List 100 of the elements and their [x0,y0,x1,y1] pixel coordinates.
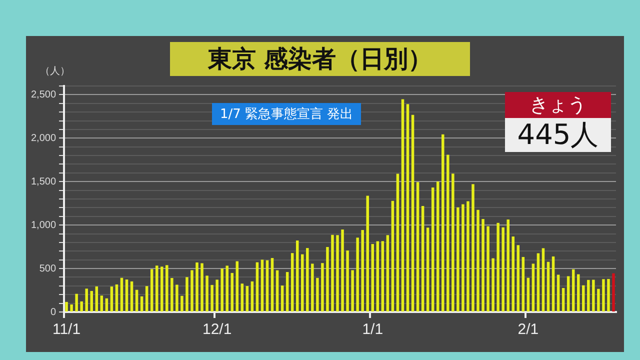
bar [270,258,274,312]
bar [200,263,204,312]
bar [506,220,510,312]
bar [532,264,535,312]
bar [526,278,530,312]
bar [150,269,154,312]
bar [130,281,134,312]
bar [426,228,430,312]
bar [576,274,580,312]
bar [206,276,208,312]
bar [75,294,78,312]
bar [210,284,214,312]
bar [176,284,178,312]
bar [442,134,444,312]
bar [492,258,494,312]
bar [476,210,480,312]
bar [542,248,545,312]
bar [456,207,460,312]
bar [512,236,515,312]
annotation: 445人 [505,118,611,152]
bar [582,285,585,312]
bar [612,273,615,312]
bar [436,181,440,312]
bar [562,288,565,312]
bar [80,301,83,312]
bar [361,230,364,312]
bar [516,245,520,312]
bar [90,290,94,312]
bar [250,281,254,312]
bar [306,248,309,312]
bar [316,278,319,312]
bar [230,272,234,312]
bar [522,256,525,312]
bar [496,222,500,312]
bar [166,265,168,312]
bar [216,280,218,312]
bar [376,241,380,312]
bar [256,262,259,312]
bar [351,270,354,312]
bar [186,277,188,312]
bar [566,276,570,312]
bar [321,263,324,312]
y-tick-label: 2,000 [30,132,56,144]
y-tick-label: 1,500 [30,176,56,188]
bar [326,246,329,312]
bar [311,264,314,312]
bar [266,260,269,312]
bar [381,241,384,312]
bar [286,272,289,312]
bar [280,285,284,312]
bar [135,290,138,312]
y-tick-label: 1,000 [30,220,56,231]
bar [556,274,560,312]
bar [145,286,148,312]
bar [120,278,124,312]
bar [115,284,118,312]
bar [597,288,600,312]
bar [446,154,450,312]
bar [140,296,144,312]
bar [196,262,198,312]
bar [100,296,104,312]
bar [65,302,68,312]
y-axis-title: （人） [40,65,70,78]
bar [180,296,184,312]
bar [226,266,228,312]
bar [220,268,224,312]
bar [246,286,249,312]
annotation: きょう [505,92,611,118]
bar [276,270,279,312]
bar [346,250,349,312]
bar [396,174,400,312]
bar [70,304,73,312]
bar [366,196,369,312]
bar [170,278,174,312]
bar [125,279,128,312]
bar [371,244,374,312]
chart-title: 東京 感染者（日別） [170,42,470,76]
bar [296,240,299,312]
bar [602,279,605,312]
bar [110,286,114,312]
bar [356,238,359,312]
bar [416,182,420,312]
bar [472,184,474,312]
bar [592,280,595,312]
y-tick-label: 0 [50,306,56,318]
bar [552,256,555,312]
bar [401,99,404,312]
bar [160,266,164,312]
bar [546,262,550,312]
bar [482,218,484,312]
bar [301,254,304,312]
bar [236,261,239,312]
bar [452,174,454,312]
bar [587,280,590,312]
bar [466,201,470,312]
bar [406,104,410,312]
x-tick-label: 2/1 [518,321,539,338]
bar [391,200,394,312]
bar [431,187,434,312]
y-tick-label: 2,500 [30,89,56,100]
